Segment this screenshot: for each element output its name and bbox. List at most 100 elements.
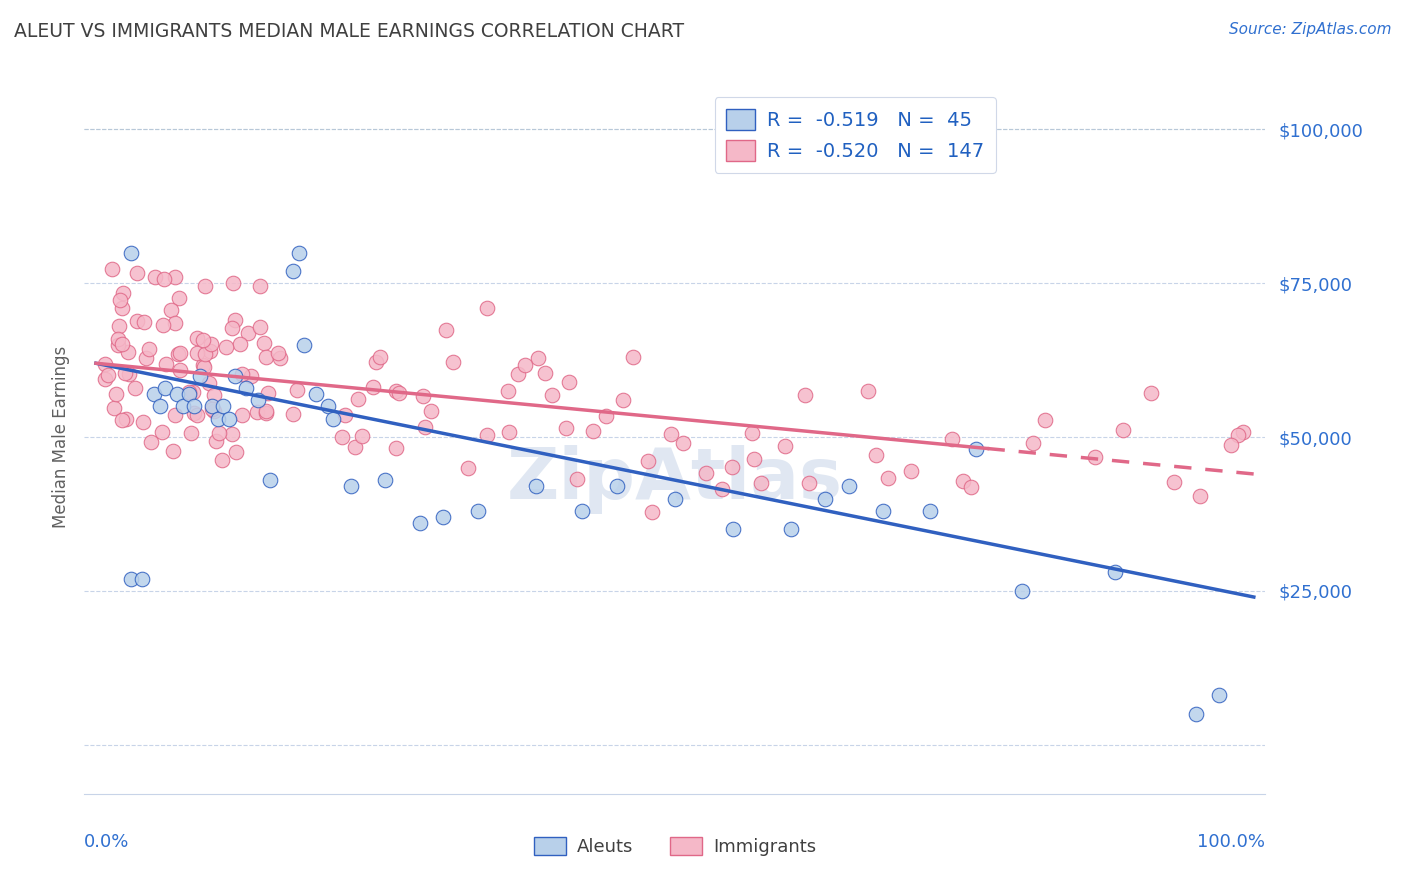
Point — [267, 346, 290, 360]
Point — [1011, 583, 1033, 598]
Point — [149, 400, 172, 414]
Point — [508, 368, 530, 382]
Point — [111, 412, 134, 426]
Point — [247, 393, 270, 408]
Point — [443, 355, 465, 369]
Point — [457, 461, 479, 475]
Point — [193, 360, 215, 375]
Point — [224, 313, 246, 327]
Point — [183, 406, 205, 420]
Y-axis label: Median Male Earnings: Median Male Earnings — [52, 346, 70, 528]
Point — [231, 368, 253, 382]
Point — [152, 271, 174, 285]
Point — [222, 276, 245, 290]
Point — [534, 366, 557, 380]
Point — [1104, 566, 1126, 580]
Point — [1084, 450, 1107, 465]
Point — [316, 400, 339, 414]
Point — [332, 430, 354, 444]
Point — [172, 400, 194, 414]
Point — [287, 245, 309, 260]
Point — [710, 482, 733, 496]
Point — [322, 411, 344, 425]
Point — [110, 293, 132, 308]
Text: 100.0%: 100.0% — [1198, 833, 1265, 851]
Point — [194, 347, 217, 361]
Point — [207, 411, 229, 425]
Point — [169, 345, 191, 359]
Point — [215, 340, 238, 354]
Point — [385, 441, 408, 455]
Point — [162, 443, 184, 458]
Point — [111, 337, 134, 351]
Point — [141, 434, 163, 449]
Point — [496, 384, 519, 398]
Point — [135, 351, 157, 365]
Point — [434, 323, 457, 337]
Point — [138, 342, 160, 356]
Point — [198, 376, 221, 390]
Point — [941, 432, 963, 446]
Point — [112, 285, 135, 300]
Point — [177, 387, 200, 401]
Point — [120, 572, 142, 586]
Point — [571, 504, 593, 518]
Point — [292, 338, 315, 352]
Point — [249, 320, 271, 334]
Point — [131, 572, 153, 586]
Point — [194, 278, 217, 293]
Point — [838, 479, 860, 493]
Point — [166, 387, 188, 401]
Point — [188, 368, 211, 383]
Point — [150, 425, 173, 439]
Legend: Aleuts, Immigrants: Aleuts, Immigrants — [526, 830, 824, 863]
Point — [225, 445, 247, 459]
Point — [186, 346, 208, 360]
Point — [134, 316, 156, 330]
Point — [671, 435, 693, 450]
Point — [165, 316, 187, 330]
Point — [1033, 413, 1056, 427]
Point — [1232, 425, 1254, 439]
Point — [305, 387, 328, 401]
Point — [582, 424, 605, 438]
Point — [155, 381, 177, 395]
Point — [814, 491, 837, 506]
Point — [191, 358, 214, 372]
Point — [540, 388, 562, 402]
Point — [370, 350, 392, 364]
Point — [558, 375, 581, 389]
Point — [799, 476, 821, 491]
Point — [94, 357, 117, 371]
Point — [361, 380, 384, 394]
Point — [256, 385, 278, 400]
Point — [527, 351, 550, 366]
Point — [467, 504, 489, 518]
Point — [865, 448, 887, 462]
Point — [200, 337, 222, 351]
Point — [221, 426, 243, 441]
Point — [252, 336, 274, 351]
Text: 0.0%: 0.0% — [84, 833, 129, 851]
Point — [409, 516, 432, 531]
Point — [513, 358, 536, 372]
Point — [621, 350, 644, 364]
Point — [125, 266, 148, 280]
Point — [186, 331, 208, 345]
Point — [641, 505, 664, 519]
Point — [125, 313, 148, 327]
Point — [193, 333, 215, 347]
Point — [212, 400, 235, 414]
Point — [333, 408, 356, 422]
Point — [231, 408, 253, 422]
Point — [165, 409, 187, 423]
Point — [142, 387, 165, 401]
Text: ALEUT VS IMMIGRANTS MEDIAN MALE EARNINGS CORRELATION CHART: ALEUT VS IMMIGRANTS MEDIAN MALE EARNINGS… — [14, 22, 685, 41]
Point — [201, 401, 224, 416]
Point — [155, 357, 177, 371]
Point — [554, 421, 576, 435]
Point — [721, 522, 744, 536]
Text: ZipAtlas: ZipAtlas — [508, 445, 842, 515]
Point — [595, 409, 617, 424]
Point — [1140, 386, 1163, 401]
